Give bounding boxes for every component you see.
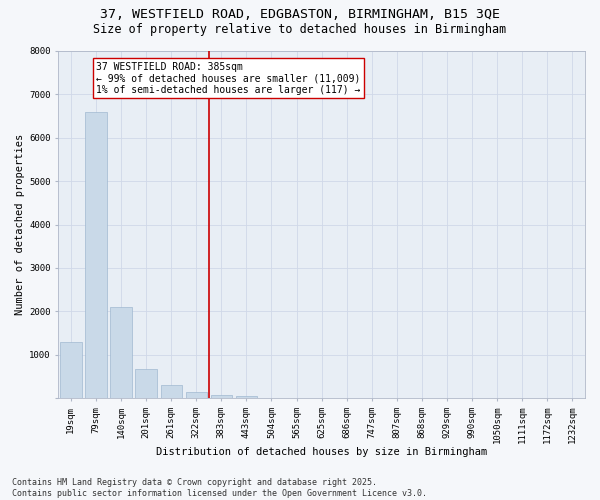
Bar: [60, 342, 82, 398]
Bar: [185, 392, 207, 398]
Bar: [85, 112, 107, 398]
X-axis label: Distribution of detached houses by size in Birmingham: Distribution of detached houses by size …: [156, 448, 487, 458]
Y-axis label: Number of detached properties: Number of detached properties: [15, 134, 25, 315]
Text: Contains HM Land Registry data © Crown copyright and database right 2025.
Contai: Contains HM Land Registry data © Crown c…: [12, 478, 427, 498]
Bar: [211, 394, 232, 398]
Bar: [110, 307, 131, 398]
Text: Size of property relative to detached houses in Birmingham: Size of property relative to detached ho…: [94, 22, 506, 36]
Bar: [236, 396, 257, 398]
Text: 37 WESTFIELD ROAD: 385sqm
← 99% of detached houses are smaller (11,009)
1% of se: 37 WESTFIELD ROAD: 385sqm ← 99% of detac…: [96, 62, 361, 95]
Text: 37, WESTFIELD ROAD, EDGBASTON, BIRMINGHAM, B15 3QE: 37, WESTFIELD ROAD, EDGBASTON, BIRMINGHA…: [100, 8, 500, 20]
Bar: [161, 385, 182, 398]
Bar: [136, 369, 157, 398]
